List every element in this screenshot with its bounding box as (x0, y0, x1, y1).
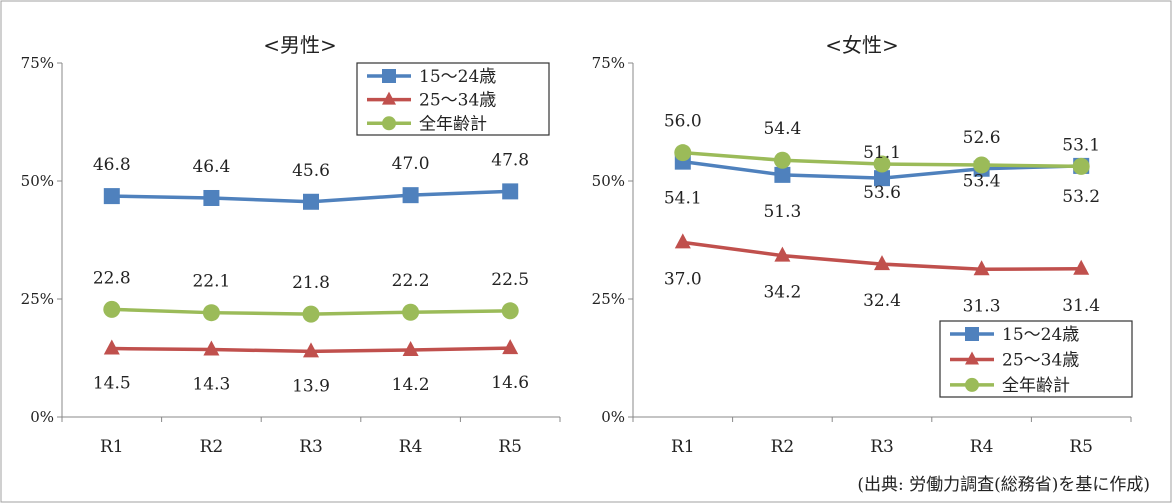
data-label: 22.5 (491, 270, 529, 290)
data-label: 21.8 (292, 273, 330, 293)
data-label: 22.2 (392, 271, 430, 291)
x-tick-label: R1 (100, 437, 124, 457)
data-label: 14.3 (192, 375, 230, 395)
legend-marker-circle (965, 377, 979, 392)
data-point-square (103, 188, 120, 205)
data-point-circle (202, 304, 220, 322)
y-tick-label: 0% (30, 408, 54, 426)
data-label: 54.1 (664, 189, 702, 209)
data-label: 14.5 (93, 374, 131, 394)
y-tick-label: 25% (592, 290, 625, 308)
data-point-circle (103, 300, 121, 318)
data-label: 53.6 (863, 183, 901, 203)
y-tick-label: 50% (21, 172, 54, 190)
legend-label: 全年齢計 (1002, 376, 1070, 396)
x-tick-label: R5 (1069, 437, 1093, 457)
data-point-triangle (1073, 259, 1090, 275)
y-tick-label: 75% (592, 54, 625, 72)
x-tick-label: R2 (771, 437, 795, 457)
data-label: 51.1 (863, 143, 901, 163)
legend-label: 15～24歳 (1002, 325, 1079, 345)
data-point-triangle (874, 255, 890, 271)
x-tick-label: R3 (299, 437, 323, 457)
x-tick-label: R5 (498, 437, 522, 457)
x-tick-label: R4 (399, 437, 423, 457)
data-label: 51.3 (763, 202, 801, 222)
data-label: 32.4 (863, 291, 901, 311)
data-point-circle (1072, 157, 1090, 175)
legend-label: 25～34歳 (1002, 350, 1079, 370)
legend-marker-triangle (965, 351, 979, 365)
chart-title: <男性> (263, 33, 337, 57)
data-point-triangle (774, 246, 791, 262)
data-point-circle (302, 305, 320, 323)
data-point-circle (973, 156, 991, 174)
data-label: 31.4 (1062, 296, 1100, 316)
data-label: 53.4 (963, 172, 1001, 192)
data-point-triangle (303, 342, 319, 358)
y-tick-label: 50% (592, 172, 625, 190)
data-label: 22.1 (192, 272, 230, 292)
data-label: 47.0 (392, 154, 430, 174)
data-point-square (303, 193, 319, 210)
y-tick-label: 0% (601, 408, 625, 426)
data-point-square (502, 183, 519, 200)
data-label: 13.9 (292, 376, 330, 396)
legend-marker-circle (382, 116, 396, 131)
data-point-circle (402, 303, 420, 321)
data-label: 53.1 (1062, 135, 1100, 155)
data-point-circle (674, 144, 692, 162)
x-tick-label: R3 (870, 437, 894, 457)
data-point-triangle (674, 233, 691, 249)
legend-label: 25～34歳 (419, 91, 496, 111)
x-tick-label: R1 (671, 437, 695, 457)
data-label: 34.2 (763, 283, 801, 303)
y-tick-label: 75% (21, 54, 54, 72)
data-label: 14.2 (392, 375, 430, 395)
data-label: 31.3 (963, 296, 1001, 316)
data-label: 46.8 (93, 155, 131, 175)
data-label: 14.6 (491, 373, 529, 393)
data-label: 22.8 (93, 268, 131, 288)
data-point-triangle (502, 339, 519, 355)
data-label: 54.4 (763, 119, 801, 139)
legend-label: 全年齢計 (419, 114, 487, 134)
chart-title: <女性> (825, 33, 899, 57)
legend-marker-square (382, 69, 396, 83)
x-tick-label: R4 (970, 437, 994, 457)
data-label: 52.6 (963, 128, 1001, 148)
female-chart: <女性> 0% 25% 50% 75% R1 R2 R3 R4 R5 54.1 51.3 53.6 53.… (592, 33, 1133, 457)
data-point-triangle (203, 340, 220, 356)
y-tick-label: 25% (21, 290, 54, 308)
data-label: 47.8 (491, 150, 529, 170)
data-label: 53.2 (1062, 187, 1100, 207)
data-label: 46.4 (192, 157, 230, 177)
data-point-square (203, 189, 220, 206)
data-label: 45.6 (292, 161, 330, 181)
male-chart: <男性> 0% 25% 50% 75% R1 R2 R3 R4 R5 46.8 46.4 45.6 47.… (21, 33, 561, 457)
data-point-triangle (103, 339, 120, 355)
data-point-circle (773, 151, 791, 169)
data-point-triangle (973, 260, 990, 276)
data-point-square (774, 166, 791, 183)
legend-label: 15～24歳 (419, 67, 496, 87)
data-point-circle (873, 155, 891, 173)
source-note: (出典: 労働力調査(総務省)を基に作成) (857, 475, 1150, 495)
data-label: 56.0 (664, 112, 702, 132)
data-point-square (402, 187, 419, 204)
data-label: 37.0 (664, 269, 702, 289)
x-tick-label: R2 (200, 437, 224, 457)
legend-marker-square (965, 327, 979, 341)
data-point-circle (501, 302, 519, 320)
data-point-square (874, 170, 890, 187)
legend-marker-triangle (382, 91, 396, 105)
data-point-triangle (402, 340, 419, 356)
